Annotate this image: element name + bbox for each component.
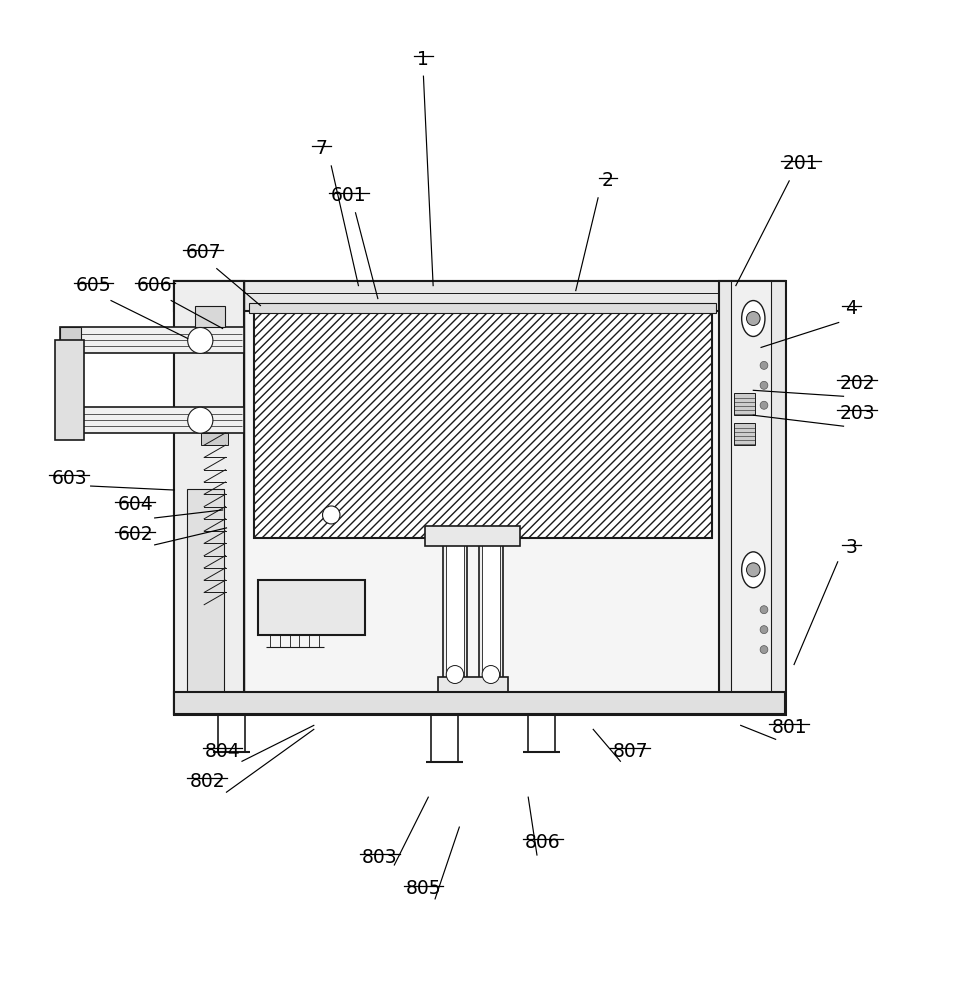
Text: 7: 7 [315, 139, 328, 158]
Bar [187, 489, 224, 714]
Text: 3: 3 [846, 538, 857, 557]
Bar [479, 538, 503, 694]
Text: 606: 606 [137, 276, 172, 295]
Text: 601: 601 [331, 186, 367, 205]
Bar [59, 407, 244, 433]
Ellipse shape [741, 301, 765, 336]
Circle shape [188, 327, 213, 353]
Text: 805: 805 [406, 879, 441, 898]
Bar [254, 311, 711, 538]
Text: 802: 802 [190, 772, 225, 791]
Circle shape [188, 407, 213, 433]
Text: 804: 804 [204, 742, 240, 761]
Text: 603: 603 [52, 469, 88, 488]
Bar [438, 677, 508, 694]
Bar [59, 327, 244, 353]
Text: 807: 807 [612, 742, 648, 761]
Bar [174, 281, 785, 714]
Bar [734, 393, 755, 415]
Bar [59, 407, 81, 433]
Bar [174, 692, 785, 714]
Bar [719, 281, 731, 714]
Text: 803: 803 [362, 848, 398, 867]
Text: 602: 602 [118, 525, 153, 544]
Bar [249, 303, 716, 313]
Bar [174, 281, 785, 311]
Circle shape [746, 563, 760, 577]
Bar [174, 281, 244, 714]
Bar [446, 543, 464, 689]
Text: 806: 806 [525, 833, 560, 852]
Text: 801: 801 [772, 718, 807, 737]
Bar [771, 281, 785, 714]
Bar [201, 433, 229, 445]
Text: 2: 2 [602, 171, 614, 190]
Circle shape [483, 666, 499, 683]
Circle shape [760, 626, 768, 634]
Bar [734, 423, 755, 445]
Text: 4: 4 [846, 299, 857, 318]
Circle shape [760, 646, 768, 654]
Circle shape [760, 401, 768, 409]
Bar [482, 543, 500, 689]
Text: 1: 1 [417, 50, 429, 69]
Bar [196, 306, 225, 327]
Text: 203: 203 [840, 404, 875, 423]
Circle shape [760, 361, 768, 369]
Circle shape [760, 606, 768, 614]
Bar [259, 580, 365, 635]
Text: 605: 605 [76, 276, 111, 295]
Circle shape [322, 506, 340, 524]
Text: 607: 607 [186, 243, 221, 262]
Text: 201: 201 [783, 154, 818, 173]
Ellipse shape [741, 552, 765, 588]
Bar [54, 340, 84, 440]
Circle shape [760, 381, 768, 389]
Text: 604: 604 [118, 495, 153, 514]
Bar [719, 281, 785, 714]
Text: 202: 202 [840, 374, 875, 393]
Circle shape [746, 312, 760, 325]
Circle shape [447, 666, 464, 683]
Bar [425, 526, 521, 546]
Bar [59, 327, 81, 353]
Bar [443, 538, 467, 694]
